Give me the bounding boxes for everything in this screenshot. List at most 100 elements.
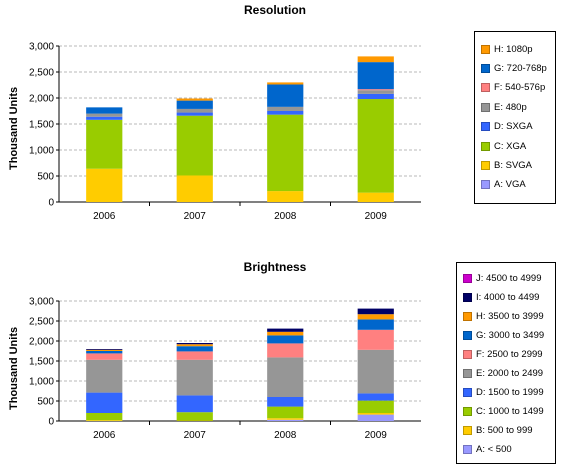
bar-segment: [86, 168, 123, 202]
bar-segment: [357, 93, 394, 100]
legend-swatch: [463, 406, 472, 416]
bar-segment: [267, 114, 304, 192]
legend-label: C: XGA: [494, 140, 527, 152]
bar-segment: [357, 308, 394, 315]
legend-label: D: 1500 to 1999: [476, 386, 544, 398]
y-tick-label: 0: [48, 198, 54, 209]
y-tick-label: 3,000: [29, 42, 54, 53]
bar-segment: [86, 113, 123, 117]
bar-segment: [267, 111, 304, 115]
legend-swatch: [463, 444, 472, 454]
bar-segment: [86, 351, 123, 354]
bar-segment: [357, 62, 394, 90]
legend-label: F: 2500 to 2999: [476, 348, 543, 360]
y-tick-label: 3,000: [29, 297, 54, 308]
bar-segment: [176, 112, 213, 116]
legend-label: J: 4500 to 4999: [476, 272, 542, 284]
x-tick-label: 2006: [93, 211, 116, 222]
bar-segment: [267, 331, 304, 336]
resolution-chart: Resolution Thousand Units 0 500 1,000 1,500…: [0, 0, 565, 230]
legend-item: H: 1080p: [481, 42, 533, 56]
brightness-plot: 0 500 1,000 1,500 2,000 2,500 3,000 2006 2007 200…: [29, 297, 421, 441]
bar-segment: [86, 353, 123, 360]
legend-swatch: [463, 368, 472, 378]
bar-segment: [86, 413, 123, 421]
bar-segment: [176, 412, 213, 421]
legend-swatch: [481, 102, 490, 112]
brightness-legend: J: 4500 to 4999 I: 4000 to 4499 H: 3500 to…: [456, 262, 556, 464]
legend-label: E: 480p: [494, 101, 527, 113]
legend-swatch: [481, 122, 490, 132]
bar-segment: [176, 115, 213, 176]
legend-label: B: 500 to 999: [476, 424, 533, 436]
legend-item: A: VGA: [481, 178, 526, 192]
legend-item: D: SXGA: [481, 120, 533, 134]
bar-segment: [267, 343, 304, 358]
bar-segment: [176, 100, 213, 109]
legend-label: B: SVGA: [494, 159, 533, 171]
legend-swatch: [463, 425, 472, 435]
legend-swatch: [481, 141, 490, 151]
legend-swatch: [481, 180, 490, 190]
bar-segment: [176, 395, 213, 413]
y-tick-label: 1,500: [29, 357, 54, 368]
bar-segment: [267, 106, 304, 111]
x-tick-label: 2009: [365, 430, 388, 441]
bar-segment: [267, 328, 304, 332]
bar-segment: [86, 392, 123, 413]
legend-item: E: 480p: [481, 100, 527, 114]
bar-segment: [357, 90, 394, 94]
legend-label: D: SXGA: [494, 121, 533, 133]
brightness-chart: Brightness Thousand Units 0 500 1,000 1,500…: [0, 252, 565, 466]
legend-item: I: 4000 to 4499: [463, 290, 539, 304]
bar-segment: [86, 107, 123, 114]
bar-segment: [357, 413, 394, 415]
bar-segment: [86, 359, 123, 393]
legend-label: I: 4000 to 4499: [476, 291, 540, 303]
bar-segment: [267, 335, 304, 344]
legend-swatch: [481, 83, 490, 93]
legend-label: A: VGA: [494, 179, 526, 191]
legend-label: H: 1080p: [494, 43, 533, 55]
x-tick-label: 2006: [93, 430, 116, 441]
legend-item: D: 1500 to 1999: [463, 385, 544, 399]
y-tick-label: 1,000: [29, 146, 54, 157]
legend-label: A: < 500: [476, 443, 512, 455]
bar-segment: [267, 419, 304, 421]
legend-item: G: 3000 to 3499: [463, 328, 544, 342]
bar-segment: [176, 346, 213, 352]
bar-segment: [267, 418, 304, 420]
chart-title: Resolution: [244, 3, 306, 17]
bar-segment: [357, 329, 394, 350]
bar-segment: [176, 343, 213, 345]
resolution-plot: 0 500 1,000 1,500 2,000 2,500 3,000 2006 2007 200…: [29, 42, 421, 222]
y-tick-label: 2,000: [29, 337, 54, 348]
legend-swatch: [463, 349, 472, 359]
legend-swatch: [481, 160, 490, 170]
bar-segment: [86, 420, 123, 421]
bar-segment: [357, 393, 394, 401]
bar-segment: [86, 349, 123, 350]
chart-title: Brightness: [243, 260, 307, 274]
bar-segment: [357, 99, 394, 193]
legend-item: C: XGA: [481, 139, 526, 153]
bar-segment: [357, 89, 394, 91]
bar-segment: [267, 191, 304, 202]
x-tick-label: 2009: [365, 211, 388, 222]
y-tick-label: 2,500: [29, 68, 54, 79]
legend-item: B: 500 to 999: [463, 423, 533, 437]
legend-item: G: 720-768p: [481, 61, 547, 75]
legend-item: J: 4500 to 4999: [463, 271, 542, 285]
legend-item: E: 2000 to 2499: [463, 366, 543, 380]
bar-segment: [267, 82, 304, 85]
bar-segment: [176, 351, 213, 360]
x-tick-label: 2008: [274, 430, 297, 441]
bar-segment: [267, 357, 304, 397]
y-tick-label: 0: [48, 417, 54, 428]
legend-swatch: [463, 311, 472, 321]
resolution-legend: H: 1080p G: 720-768p F: 540-576p E: 480p D: …: [474, 31, 556, 204]
legend-label: G: 720-768p: [494, 62, 547, 74]
legend-item: A: < 500: [463, 442, 512, 456]
y-tick-label: 2,500: [29, 317, 54, 328]
legend-swatch: [463, 292, 472, 302]
